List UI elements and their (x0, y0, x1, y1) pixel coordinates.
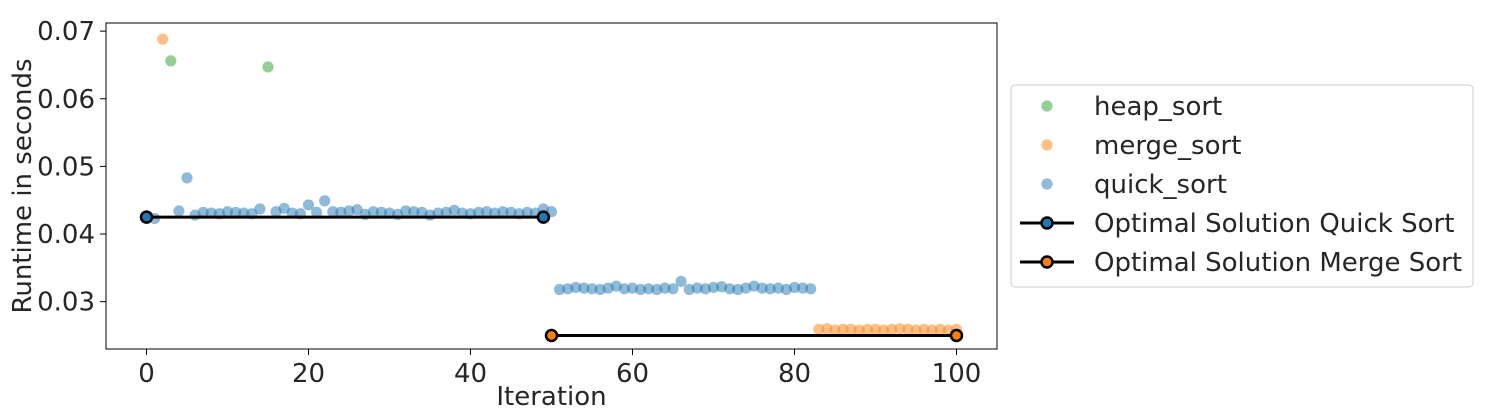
quick-sort-point (230, 206, 242, 218)
quick-sort-point (764, 283, 776, 295)
y-tick-label: 0.06 (37, 85, 95, 115)
x-tick-label: 0 (138, 359, 155, 389)
optimal-solution-quick-sort-endpoint (536, 210, 551, 224)
quick-sort-point (400, 205, 412, 217)
quick-sort-point (618, 283, 631, 295)
quick-sort-point (319, 195, 331, 207)
x-tick-label: 80 (778, 359, 811, 389)
merge-sort-point (894, 323, 906, 335)
quick-sort-point (586, 283, 598, 295)
quick-sort-point (643, 283, 655, 295)
y-axis-label: Runtime in seconds (8, 58, 38, 313)
legend-label-heap-sort: heap_sort (1094, 92, 1222, 122)
merge-sort-point (902, 323, 914, 335)
optimal-solution-quick-sort-endpoint (139, 210, 154, 224)
quick-sort-point (691, 282, 703, 294)
legend-marker-optimal-solution-merge-sort (1040, 255, 1054, 269)
legend-box (1010, 84, 1474, 288)
quick-sort-point (181, 172, 193, 184)
legend-label-merge-sort: merge_sort (1094, 131, 1241, 161)
merge-sort-point (837, 323, 849, 335)
quick-sort-point (554, 283, 566, 296)
merge-sort-point (910, 324, 922, 336)
y-axis: 0.03 0.04 0.05 0.06 0.07 (37, 17, 106, 318)
heap-sort-point (165, 55, 177, 67)
quick-sort-point (707, 281, 720, 294)
quick-sort-point (302, 199, 315, 211)
y-tick-label: 0.04 (37, 220, 95, 250)
quick-sort-point (667, 283, 679, 295)
quick-sort-point (367, 206, 379, 218)
axes-frame (105, 22, 998, 350)
quick-sort-point (570, 281, 582, 294)
merge-sort-point (934, 323, 946, 335)
x-tick-label: 40 (454, 359, 487, 389)
quick-sort-point (805, 283, 817, 295)
quick-sort-point (675, 275, 687, 287)
y-tick-label: 0.07 (37, 17, 95, 47)
quick-sort-point (221, 206, 234, 218)
quick-sort-point (788, 281, 801, 294)
merge-sort-point (878, 324, 890, 336)
merge-sort-point (845, 323, 857, 335)
quick-sort-point (327, 206, 339, 218)
merge-sort-point (886, 323, 898, 335)
x-axis-label: Iteration (496, 382, 606, 412)
quick-sort-point (254, 203, 266, 215)
merge-sort-point (861, 323, 874, 335)
optimal-solution-merge-sort-endpoint (544, 328, 559, 343)
legend-marker-quick-sort (1041, 178, 1053, 190)
quick-sort-point (497, 206, 509, 218)
x-tick-label: 100 (932, 359, 982, 389)
quick-sort-point (659, 282, 671, 294)
quick-sort-point (311, 206, 323, 218)
legend: heap_sort merge_sort quick_sort Optimal Sol… (1010, 84, 1474, 288)
plot-area (105, 22, 998, 350)
x-axis: 0 20 40 60 80 100 (138, 349, 981, 389)
quick-sort-point (724, 283, 736, 295)
merge-sort-point (813, 323, 825, 335)
legend-label-optimal-solution-quick-sort: Optimal Solution Quick Sort (1094, 209, 1454, 239)
quick-sort-point (408, 206, 420, 218)
x-tick-label: 20 (292, 359, 325, 389)
y-tick-label: 0.03 (37, 288, 95, 318)
merge-sort-point (926, 324, 938, 336)
merge-sort-point (853, 324, 865, 336)
merge-sort-point (869, 323, 882, 335)
merge-sort-point (829, 324, 841, 336)
quick-sort-point (521, 206, 533, 218)
quick-sort-point (473, 206, 485, 218)
quick-sort-point (797, 282, 809, 294)
optimal-solution-merge-sort-endpoint (949, 328, 964, 343)
y-tick-label: 0.05 (37, 152, 95, 182)
chart-marks (139, 33, 964, 343)
quick-sort-point (173, 205, 185, 217)
x-tick-label: 60 (616, 359, 649, 389)
heap-sort-point (262, 61, 274, 73)
legend-marker-heap-sort (1041, 100, 1053, 112)
quick-sort-point (197, 206, 209, 218)
legend-label-optimal-solution-merge-sort: Optimal Solution Merge Sort (1094, 248, 1462, 278)
quick-sort-point (756, 282, 768, 294)
legend-marker-merge-sort (1041, 139, 1053, 151)
legend-marker-optimal-solution-quick-sort (1040, 216, 1054, 230)
legend-label-quick-sort: quick_sort (1094, 170, 1227, 200)
quick-sort-point (375, 206, 387, 218)
quick-sort-point (351, 204, 363, 216)
quick-sort-point (635, 283, 647, 296)
merge-sort-point (918, 323, 930, 335)
quick-sort-point (278, 202, 290, 214)
merge-sort-point (157, 33, 169, 45)
quick-sort-point (578, 282, 590, 294)
